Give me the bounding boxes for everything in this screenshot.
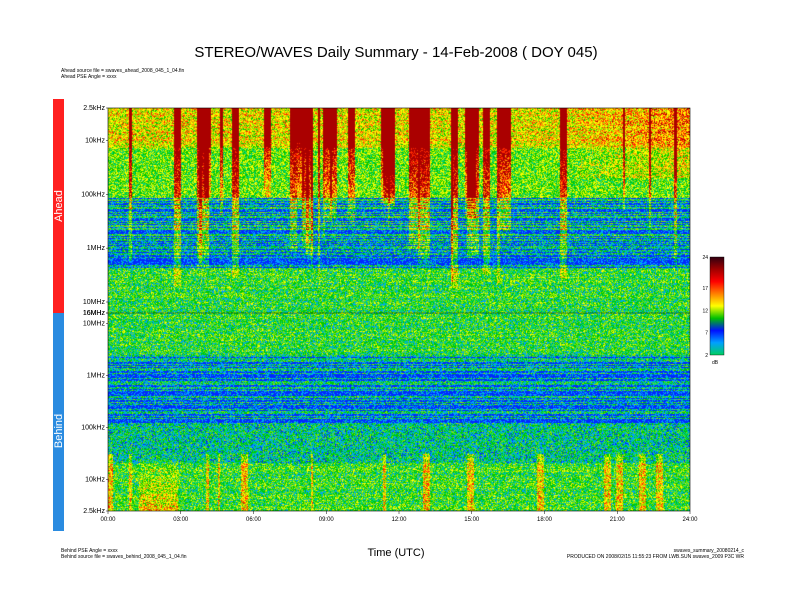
x-tick-label: 18:00 (537, 517, 553, 523)
colorbar-tick-label: 2 (705, 353, 708, 359)
behind-y-tick-label: 10MHz (83, 321, 106, 328)
colorbar-tick-label: 7 (705, 331, 708, 337)
x-tick-label: 09:00 (319, 517, 335, 523)
colorbar-tick-label: 12 (702, 308, 708, 314)
ahead-panel-bar (53, 99, 64, 313)
chart-title: STEREO/WAVES Daily Summary - 14-Feb-2008… (194, 44, 598, 61)
colorbar-tick-label: 24 (702, 255, 708, 261)
x-axis-label: Time (UTC) (367, 547, 425, 559)
x-tick-label: 21:00 (610, 517, 626, 523)
summary-file-name: swaves_summary_20080214_c (673, 548, 744, 554)
ahead-y-tick-label: 1MHz (87, 245, 106, 252)
behind-y-tick-label: 1MHz (87, 373, 106, 380)
colorbar (709, 256, 725, 356)
behind-source-file: Behind source file = swaves_behind_2008_… (61, 554, 187, 560)
production-metadata: swaves_summary_20080214_c PRODUCED ON 20… (567, 548, 744, 560)
ahead-panel-label: Ahead (53, 190, 65, 222)
behind-y-tick-label: 10kHz (85, 477, 105, 484)
x-tick-label: 24:00 (682, 517, 698, 523)
spectrogram-canvas (108, 108, 690, 511)
production-stamp: PRODUCED ON 2008/02/15 11:55:23 FROM LWB… (566, 554, 744, 560)
ahead-pse-angle: Ahead PSE Angle = xxxx (61, 74, 117, 80)
behind-panel-label: Behind (53, 414, 65, 448)
behind-pse-angle: Behind PSE Angle = xxxx (61, 548, 118, 554)
behind-y-tick-label: 100kHz (81, 425, 105, 432)
ahead-source-file: Ahead source file = swaves_ahead_2008_04… (61, 68, 185, 74)
ahead-y-tick-label: 2.5kHz (83, 105, 105, 112)
ahead-y-tick-label: 16MHz (83, 310, 106, 317)
ahead-y-tick-label: 10kHz (85, 137, 105, 144)
x-tick-label: 12:00 (391, 517, 407, 523)
colorbar-tick-label: 17 (702, 286, 708, 292)
x-tick-label: 00:00 (100, 517, 116, 523)
behind-y-tick-label: 16MHz (83, 310, 106, 317)
x-tick-label: 15:00 (464, 517, 480, 523)
x-tick-label: 06:00 (246, 517, 262, 523)
behind-metadata: Behind PSE Angle = xxxx Behind source fi… (61, 548, 187, 560)
colorbar-unit-label: dB (712, 360, 719, 366)
behind-y-tick-label: 2.5kHz (83, 508, 105, 515)
ahead-y-tick-label: 10MHz (83, 299, 106, 306)
ahead-y-tick-label: 100kHz (81, 191, 105, 198)
spectrogram-image (108, 108, 690, 511)
x-tick-label: 03:00 (173, 517, 189, 523)
behind-panel-bar (53, 313, 64, 531)
ahead-metadata: Ahead source file = swaves_ahead_2008_04… (61, 68, 184, 80)
